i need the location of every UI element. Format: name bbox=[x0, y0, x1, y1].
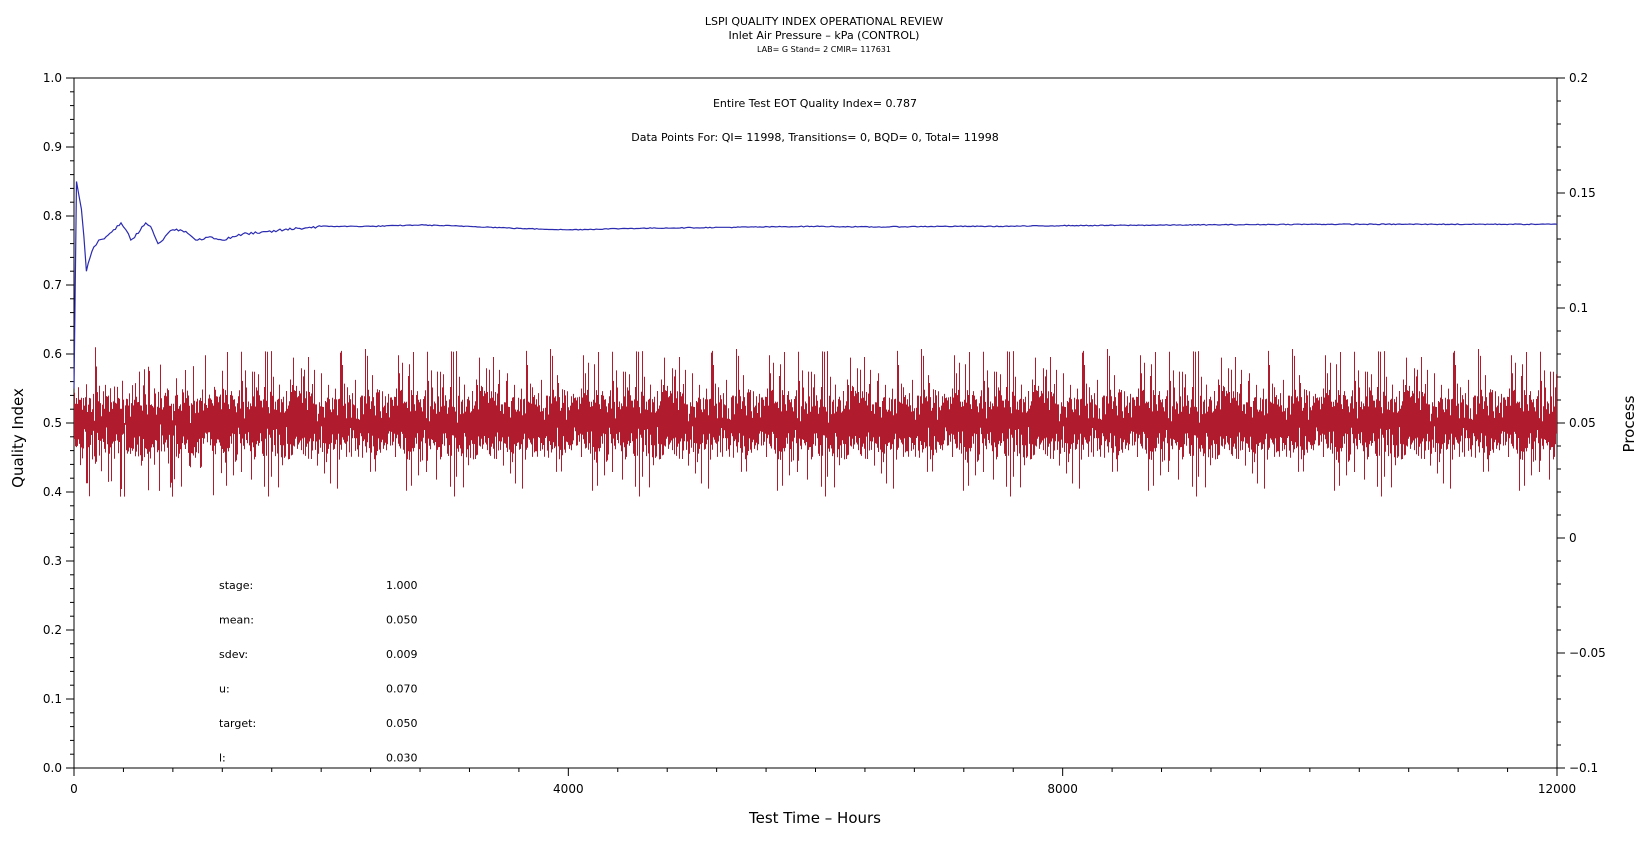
y-tick-label: 0.9 bbox=[43, 140, 62, 154]
tick-labels: 0.0 0.1 0.2 0.3 0.4 0.5 0.6 0.7 0.8 0.9 1.0 −0.1 −0.… bbox=[43, 71, 1606, 796]
y2-tick-label: −0.05 bbox=[1569, 646, 1606, 660]
stat-value: 1.000 bbox=[386, 579, 418, 592]
y-tick-label: 0.8 bbox=[43, 209, 62, 223]
x-tick-label: 0 bbox=[70, 782, 78, 796]
stat-value: 0.050 bbox=[386, 614, 418, 627]
y-tick-label: 0.3 bbox=[43, 554, 62, 568]
process-series-line bbox=[74, 347, 1557, 497]
y2-tick-label: −0.1 bbox=[1569, 761, 1598, 775]
stat-label: stage: bbox=[219, 579, 253, 592]
annotation-data-points: Data Points For: QI= 11998, Transitions=… bbox=[631, 131, 999, 144]
x-tick-label: 8000 bbox=[1047, 782, 1078, 796]
x-tick-label: 12000 bbox=[1538, 782, 1576, 796]
chart-subtitle-2: LAB= G Stand= 2 CMIR= 117631 bbox=[757, 45, 891, 54]
stat-label: target: bbox=[219, 717, 256, 730]
y-tick-label: 0.2 bbox=[43, 623, 62, 637]
stat-label: u: bbox=[219, 683, 230, 696]
quality-index-series bbox=[73, 181, 1558, 389]
x-tick-label: 4000 bbox=[553, 782, 584, 796]
y2-tick-label: 0.15 bbox=[1569, 186, 1596, 200]
stat-value: 0.070 bbox=[386, 683, 418, 696]
stat-label: sdev: bbox=[219, 648, 248, 661]
y-tick-label: 0.1 bbox=[43, 692, 62, 706]
y2-tick-label: 0.05 bbox=[1569, 416, 1596, 430]
y2-axis-label: Process bbox=[1620, 395, 1638, 452]
y-tick-label: 1.0 bbox=[43, 71, 62, 85]
y-axis-label: Quality Index bbox=[9, 388, 27, 488]
annotation-quality-index: Entire Test EOT Quality Index= 0.787 bbox=[713, 97, 917, 110]
y2-tick-label: 0.1 bbox=[1569, 301, 1588, 315]
stat-value: 0.050 bbox=[386, 717, 418, 730]
y-tick-label: 0.0 bbox=[43, 761, 62, 775]
y-tick-label: 0.7 bbox=[43, 278, 62, 292]
x-axis-label: Test Time – Hours bbox=[748, 809, 881, 827]
stats-block: stage: 1.000 mean: 0.050 sdev: 0.009 u: 0.070 ta… bbox=[219, 579, 418, 765]
process-series bbox=[74, 347, 1557, 497]
y-tick-label: 0.4 bbox=[43, 485, 62, 499]
stat-label: l: bbox=[219, 752, 226, 765]
y2-tick-label: 0.2 bbox=[1569, 71, 1588, 85]
y-tick-label: 0.5 bbox=[43, 416, 62, 430]
stat-label: mean: bbox=[219, 614, 254, 627]
y-tick-label: 0.6 bbox=[43, 347, 62, 361]
y2-tick-label: 0 bbox=[1569, 531, 1577, 545]
stat-value: 0.030 bbox=[386, 752, 418, 765]
chart-subtitle: Inlet Air Pressure – kPa (CONTROL) bbox=[729, 29, 920, 42]
stat-value: 0.009 bbox=[386, 648, 418, 661]
quality-index-line bbox=[73, 181, 1558, 389]
chart-title: LSPI QUALITY INDEX OPERATIONAL REVIEW bbox=[705, 15, 943, 28]
